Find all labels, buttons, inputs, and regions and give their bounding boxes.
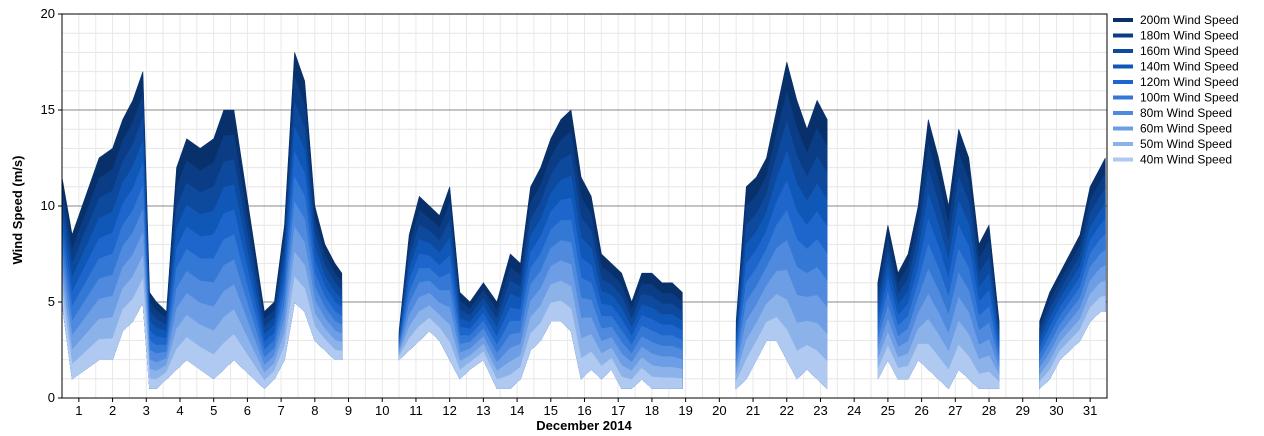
x-axis-label: December 2014 — [536, 418, 632, 433]
x-tick-label: 29 — [1015, 403, 1029, 418]
x-tick-label: 26 — [914, 403, 928, 418]
band-40m — [61, 276, 343, 389]
legend-label: 140m Wind Speed — [1140, 60, 1239, 74]
legend-label: 180m Wind Speed — [1140, 29, 1239, 43]
x-tick-label: 24 — [847, 403, 861, 418]
x-tick-label: 18 — [645, 403, 659, 418]
y-tick-label: 20 — [41, 6, 55, 21]
x-axis-ticks: 1 2 3 4 5 6 7 8 9 10 11 12 13 14 15 16 17 18 19 20 21 22 23 24 2… — [75, 398, 1097, 418]
band-40m — [877, 343, 1000, 389]
x-tick-label: 28 — [982, 403, 996, 418]
x-tick-label: 22 — [780, 403, 794, 418]
y-axis-label: Wind Speed (m/s) — [10, 156, 25, 265]
legend-label: 160m Wind Speed — [1140, 44, 1239, 58]
y-tick-label: 15 — [41, 102, 55, 117]
y-tick-label: 5 — [48, 294, 55, 309]
x-tick-label: 15 — [544, 403, 558, 418]
x-tick-label: 3 — [143, 403, 150, 418]
x-tick-label: 8 — [311, 403, 318, 418]
legend-label: 120m Wind Speed — [1140, 75, 1239, 89]
wind-speed-bands — [61, 52, 1106, 390]
x-tick-label: 31 — [1083, 403, 1097, 418]
legend-label: 200m Wind Speed — [1140, 13, 1239, 27]
y-tick-label: 0 — [48, 390, 55, 405]
x-tick-label: 7 — [277, 403, 284, 418]
x-tick-label: 30 — [1049, 403, 1063, 418]
x-tick-label: 27 — [948, 403, 962, 418]
x-tick-label: 20 — [712, 403, 726, 418]
y-tick-label: 10 — [41, 198, 55, 213]
x-tick-label: 5 — [210, 403, 217, 418]
legend-label: 60m Wind Speed — [1140, 122, 1232, 136]
x-tick-label: 6 — [244, 403, 251, 418]
x-tick-label: 10 — [375, 403, 389, 418]
x-tick-label: 14 — [510, 403, 524, 418]
band-40m — [398, 300, 683, 389]
legend-label: 40m Wind Speed — [1140, 153, 1232, 167]
x-tick-label: 11 — [409, 403, 423, 418]
x-tick-label: 4 — [176, 403, 183, 418]
x-tick-label: 2 — [109, 403, 116, 418]
x-tick-label: 1 — [75, 403, 82, 418]
legend-label: 100m Wind Speed — [1140, 91, 1239, 105]
x-tick-label: 23 — [813, 403, 827, 418]
x-tick-label: 21 — [746, 403, 760, 418]
band-40m — [1039, 295, 1106, 390]
y-axis-ticks: 0 5 10 15 20 — [41, 6, 62, 405]
x-tick-label: 9 — [345, 403, 352, 418]
band-40m — [735, 317, 828, 390]
x-tick-label: 13 — [476, 403, 490, 418]
x-tick-label: 17 — [611, 403, 625, 418]
legend-label: 50m Wind Speed — [1140, 137, 1232, 151]
x-tick-label: 25 — [881, 403, 895, 418]
x-tick-label: 16 — [577, 403, 591, 418]
x-tick-label: 19 — [678, 403, 692, 418]
x-tick-label: 12 — [442, 403, 456, 418]
legend-label: 80m Wind Speed — [1140, 106, 1232, 120]
